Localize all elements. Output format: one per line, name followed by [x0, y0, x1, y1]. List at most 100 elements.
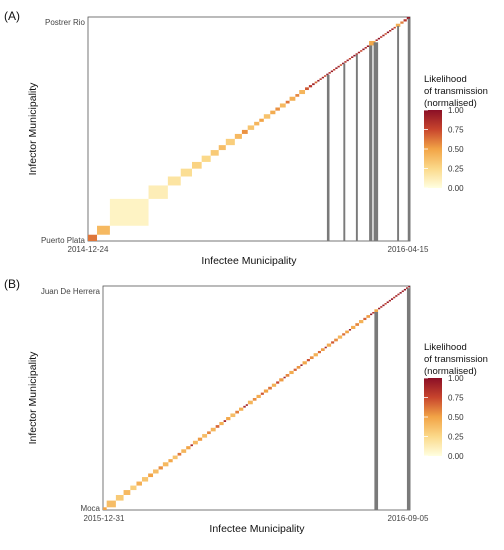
panel-a-cell-46 [357, 51, 361, 54]
panel-a-cell-53 [377, 37, 381, 40]
panel-a-cell-55 [382, 34, 385, 37]
panel-a-legend-title-line-2: of transmission [424, 86, 488, 97]
panel-a-legend-title-line-3: (normalised) [424, 98, 477, 109]
panel-b-legend-title-line-3: (normalised) [424, 366, 477, 377]
panel-b-cell-33 [256, 394, 261, 398]
panel-b-legend-tick-2: 0.50 [448, 413, 464, 422]
panel-a-cell-60 [393, 26, 396, 29]
panel-a-cell-21 [289, 96, 296, 101]
panel-b-cell-49 [313, 353, 318, 357]
panel-b-cell-79 [401, 290, 404, 293]
panel-b-cell-32 [252, 398, 257, 401]
panel-b-cell-13 [177, 452, 182, 456]
panel-a-cell-44 [353, 54, 356, 57]
panel-b-cell-73 [388, 299, 391, 302]
panel-a-cell-14 [254, 121, 260, 126]
panel-b-cell-0 [103, 507, 107, 510]
panel-b-cell-5 [136, 481, 142, 486]
panel-b-cell-76 [395, 295, 398, 297]
panel-a-cell-51 [369, 40, 376, 46]
panel-b-cell-9 [158, 466, 163, 470]
panel-a-cell-17 [270, 110, 276, 115]
panel-a-cell-33 [328, 72, 331, 74]
panel-a-cell-5 [180, 168, 193, 177]
panel-a-cell-45 [355, 53, 358, 55]
panel-b-cell-64 [366, 315, 371, 318]
panel-a-cell-35 [333, 68, 336, 71]
panel-a-cell-23 [299, 90, 306, 95]
panel-a-cell-4 [167, 176, 181, 186]
panel-a-label: (A) [4, 9, 20, 23]
panel-b-cell-44 [296, 365, 301, 369]
panel-a-cell-52 [375, 39, 378, 41]
panel-b-x-end-label: 2016-09-05 [388, 514, 429, 523]
panel-b-legend-tick-4: 0.00 [448, 452, 464, 461]
panel-b-plot-area [102, 285, 411, 511]
panel-a-cell-11 [234, 133, 242, 139]
panel-a-cells [88, 17, 410, 241]
panel-b-cell-43 [293, 368, 297, 371]
panel-a-cell-37 [337, 65, 340, 68]
panel-a-cell-58 [389, 29, 392, 32]
panel-a-cell-30 [321, 76, 325, 79]
panel-b-cell-40 [283, 376, 286, 379]
panel-a-grey-column-0 [326, 74, 330, 241]
panel-b-cell-31 [247, 400, 253, 405]
panel-a-grey-column-4 [373, 42, 379, 242]
panel-b-cell-29 [243, 405, 246, 408]
panel-a: (A) Postrer Rio Puerto Plata 2014-12-24 … [4, 9, 488, 267]
panel-b-cell-69 [380, 306, 383, 308]
panel-b-cell-26 [230, 413, 236, 418]
panel-b-cell-38 [276, 381, 280, 384]
panel-b-cell-54 [331, 341, 335, 344]
panel-b-cell-56 [337, 335, 343, 339]
panel-b-cell-24 [223, 420, 227, 422]
panel-a-legend-tick-0: 1.00 [448, 106, 464, 115]
panel-a-cell-8 [210, 150, 219, 156]
panel-a-cell-19 [279, 103, 286, 108]
panel-a-cell-40 [344, 61, 347, 63]
panel-b-cell-71 [384, 303, 387, 305]
panel-b-cell-18 [197, 437, 203, 441]
panel-b-cell-77 [397, 293, 400, 296]
panel-b-grey-columns [374, 288, 410, 510]
panel-a-cell-34 [330, 70, 334, 73]
panel-a-cell-2 [109, 198, 149, 226]
panel-a-cell-24 [305, 87, 309, 91]
panel-b-legend-tick-0: 1.00 [448, 374, 464, 383]
panel-a-cell-18 [275, 107, 280, 111]
panel-a-cell-57 [386, 31, 390, 34]
panel-b-legend-title-line-1: Likelihood [424, 342, 467, 353]
panel-b-cell-82 [408, 286, 410, 288]
panel-b-cell-21 [210, 427, 216, 432]
panel-b-cell-58 [345, 330, 349, 334]
panel-b-cell-2 [115, 494, 124, 501]
panel-b-cell-11 [168, 459, 173, 463]
panel-a-cell-27 [314, 81, 318, 84]
panel-b-legend-colorbar [424, 378, 442, 456]
panel-a-cell-36 [335, 67, 338, 69]
panel-b-legend-tick-3: 0.25 [448, 433, 464, 442]
panel-b-legend-title-line-2: of transmission [424, 354, 488, 365]
panel-b-x-start-label: 2015-12-31 [84, 514, 125, 523]
panel-b-cell-80 [403, 288, 407, 291]
panel-a-cell-12 [241, 129, 248, 134]
panel-b-cell-28 [239, 407, 244, 411]
panel-a-cell-1 [97, 225, 110, 235]
panel-a-cell-9 [218, 145, 226, 151]
panel-b-cell-8 [153, 469, 159, 474]
panel-b-y-axis-title: Infector Municipality [27, 351, 39, 445]
panel-b-cell-65 [370, 313, 373, 316]
panel-b-cell-17 [192, 440, 198, 445]
panel-a-cell-61 [395, 23, 401, 27]
panel-a-cell-48 [362, 48, 365, 51]
panel-a-cell-29 [319, 78, 322, 80]
panel-b-cell-74 [390, 298, 394, 300]
panel-a-x-start-label: 2014-12-24 [68, 245, 109, 254]
panel-b-cell-35 [263, 389, 269, 393]
panel-a-cell-22 [295, 94, 300, 97]
panel-a-legend-tick-1: 0.75 [448, 126, 464, 135]
panel-b-cell-19 [202, 434, 208, 438]
panel-b-cell-59 [348, 329, 352, 331]
